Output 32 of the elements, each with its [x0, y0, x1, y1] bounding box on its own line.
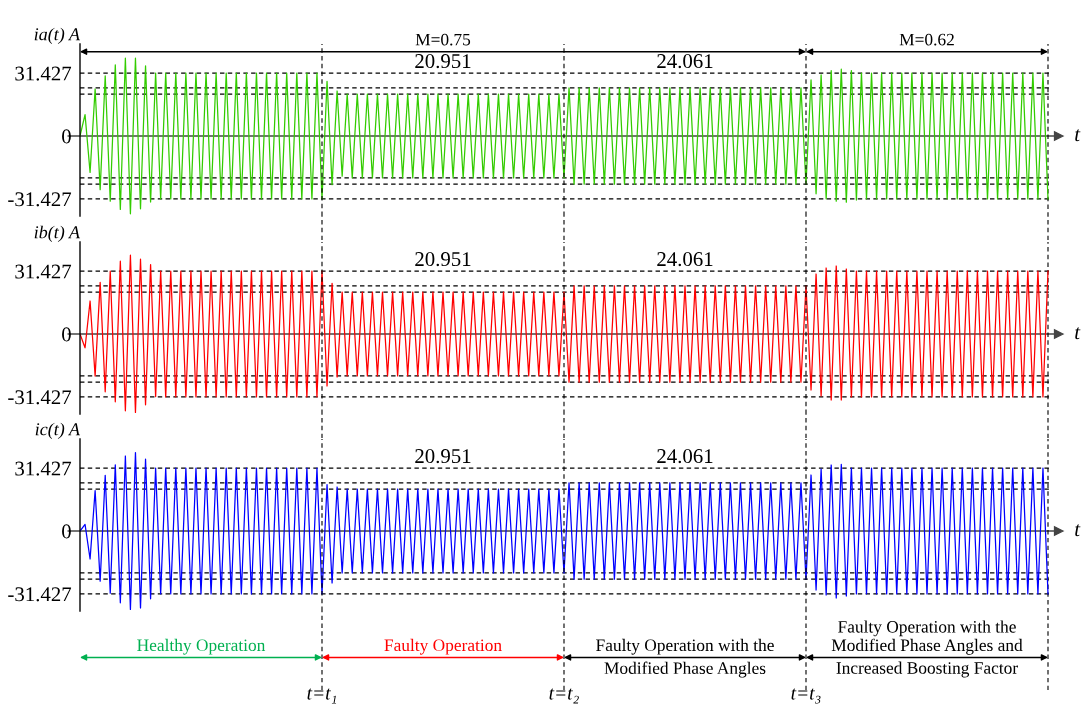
y-axis-title: ia(t) A [34, 27, 81, 44]
ref-line-label: 20.951 [415, 252, 471, 267]
ref-line-label: 24.061 [657, 252, 713, 267]
ref-line-label: 20.951 [415, 449, 471, 464]
line-series [80, 254, 1049, 414]
y-axis-title: ic(t) A [35, 422, 81, 439]
ref-line-label: 24.061 [657, 54, 713, 69]
annotation: M=0.62 [899, 33, 954, 46]
x-axis-title: t [1075, 129, 1081, 142]
ref-line-label: 24.061 [657, 449, 713, 464]
y-tick-label: 0 [62, 327, 71, 342]
y-tick-label: -31.427 [8, 390, 72, 405]
y-tick-label: -31.427 [8, 192, 72, 207]
x-axis-title: t [1075, 524, 1081, 537]
line-series [80, 451, 1049, 611]
x-tick-label: t=t₂ [549, 688, 579, 704]
text: Faulty Operation [384, 638, 502, 655]
y-tick-label: 31.427 [15, 264, 72, 279]
text: Healthy Operation [137, 638, 266, 655]
y-tick-label: 0 [62, 524, 71, 539]
y-axis-title: ib(t) A [34, 225, 81, 242]
y-tick-label: 0 [62, 129, 71, 144]
text: Faulty Operation with the Modified Phase Angles and Increased Boosting Factor [831, 620, 1023, 678]
x-tick-label: t=t₃ [791, 688, 821, 704]
x-tick-label: t=t₁ [307, 688, 337, 704]
y-tick-label: 31.427 [15, 66, 72, 81]
y-tick-label: 31.427 [15, 461, 72, 476]
annotation: M=0.75 [415, 33, 471, 46]
y-tick-label: -31.427 [8, 587, 72, 602]
ref-line-label: 20.951 [415, 54, 471, 69]
text: Faulty Operation with the Modified Phase Angles [596, 638, 774, 678]
x-axis-title: t [1075, 327, 1081, 340]
